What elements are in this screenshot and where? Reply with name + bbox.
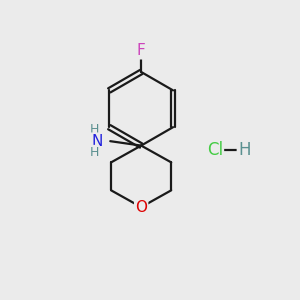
Text: H: H bbox=[238, 141, 250, 159]
Text: Cl: Cl bbox=[207, 141, 223, 159]
Text: F: F bbox=[137, 43, 146, 58]
Text: N: N bbox=[91, 134, 103, 149]
Text: O: O bbox=[135, 200, 147, 214]
Text: H: H bbox=[89, 124, 99, 136]
Text: H: H bbox=[89, 146, 99, 159]
